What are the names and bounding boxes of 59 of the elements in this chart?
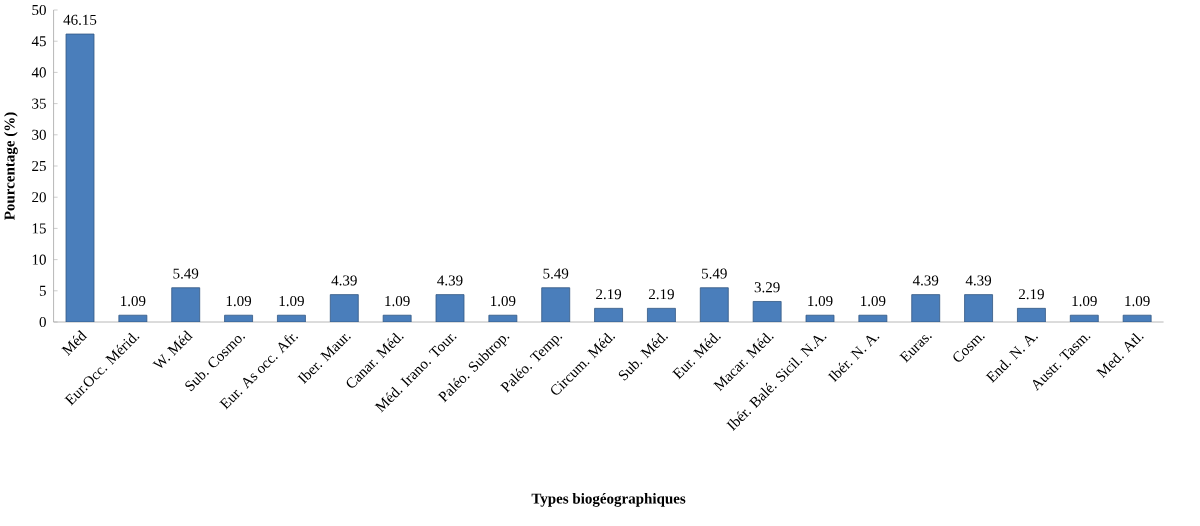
data-label: 5.49 [543,268,569,279]
y-tick-label: 40 [31,67,46,78]
data-label: 4.39 [965,275,992,286]
x-tick-label: Eur. Méd. [672,332,721,380]
data-label: 1.09 [808,295,833,307]
y-tick-label: 30 [32,129,46,140]
y-tick-label: 10 [32,254,46,265]
data-label: 46.15 [63,14,97,25]
y-tick-label: 35 [32,98,46,109]
x-axis-title: Types biogéographiques [531,493,686,507]
bar [594,307,623,322]
y-tick-label: 20 [32,192,46,203]
y-tick-label: 15 [32,223,46,234]
y-tick-label: 0 [39,316,46,328]
bar [911,294,941,322]
data-label: 1.09 [121,295,146,307]
data-label: 2.19 [648,289,674,300]
data-label: 4.39 [912,275,939,286]
y-tick-label: 25 [32,160,46,172]
data-label: 1.09 [861,295,886,307]
bar [277,314,306,322]
bar [1069,314,1099,322]
y-tick-label: 45 [31,36,46,47]
data-label: 5.49 [173,268,199,279]
data-label: 1.09 [385,295,410,307]
bar [382,314,412,322]
data-label: 4.39 [331,275,357,286]
bar [224,314,253,322]
data-label: 1.09 [491,295,516,307]
data-label: 2.19 [1018,289,1044,300]
x-tick-label: Ibér. N. A. [827,335,880,383]
data-label: 1.09 [1125,295,1150,307]
x-tick-label: Med. Atl. [1096,333,1144,379]
y-axis-title: Pourcentage (%) [4,112,18,220]
data-label: 2.19 [596,289,622,300]
bar [1017,307,1046,322]
y-tick-label: 50 [32,4,46,16]
data-label: 1.09 [1072,295,1097,307]
bar [805,314,835,322]
bar [858,314,888,322]
bar [488,314,518,322]
x-tick-label: Sub. Méd. [618,332,668,381]
data-label: 3.29 [754,282,780,293]
data-label: 1.09 [279,295,304,307]
bar [647,307,676,322]
bar [752,301,782,322]
y-tick-label: 5 [39,285,46,296]
data-label: 5.49 [702,268,727,279]
bar [171,287,201,322]
bar [435,294,465,322]
bar [964,294,993,322]
data-label: 1.09 [226,295,252,307]
bar [329,294,359,322]
bar [699,287,729,322]
bar [65,33,95,322]
data-label: 4.39 [437,275,463,286]
bar [541,287,571,322]
bar [118,314,148,322]
bar [1122,314,1152,322]
